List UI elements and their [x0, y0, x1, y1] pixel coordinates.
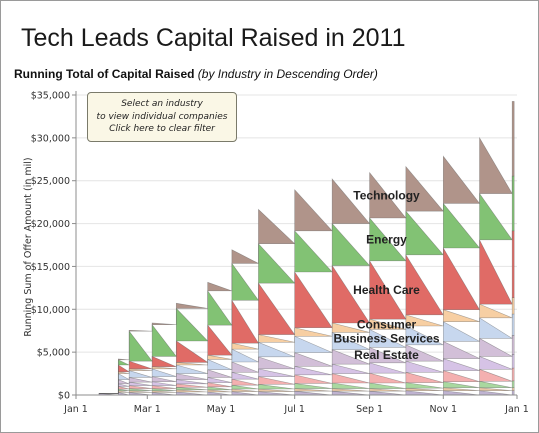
- subtitle-main: Running Total of Capital Raised: [14, 67, 195, 81]
- y-tick-labels: $0 $5,000 $10,000 $15,000 $20,000 $25,000 $30,…: [31, 91, 76, 402]
- label-business-services: Business Services: [333, 331, 439, 345]
- y-tick-label: $15,000: [31, 262, 70, 273]
- subtitle-note: (by Industry in Descending Order): [197, 67, 378, 81]
- filter-line-2: to view individual companies: [96, 111, 228, 122]
- y-tick-label: $30,000: [31, 133, 70, 144]
- y-axis-label: Running Sum of Offer Amount (in mil): [23, 157, 34, 336]
- chart-title: Tech Leads Capital Raised in 2011: [21, 24, 406, 52]
- area-technology[interactable]: [98, 101, 515, 394]
- label-consumer: Consumer: [357, 317, 417, 331]
- x-tick-label: Jan 1: [63, 404, 88, 415]
- label-energy: Energy: [366, 232, 407, 246]
- filter-line-1: Select an industry: [121, 99, 203, 109]
- area-series[interactable]: [98, 101, 515, 396]
- x-tick-label: Sep 1: [356, 404, 383, 415]
- x-tick-label: Jan 1: [504, 404, 529, 415]
- filter-instructions-box[interactable]: Select an industry to view individual co…: [87, 92, 237, 142]
- x-tick-label: Mar 1: [134, 404, 161, 415]
- filter-line-3[interactable]: Click here to clear filter: [109, 124, 215, 134]
- y-tick-label: $10,000: [31, 305, 70, 316]
- area-series-2[interactable]: [98, 387, 515, 394]
- chart-subtitle: Running Total of Capital Raised (by Indu…: [14, 67, 378, 81]
- area-series-3[interactable]: [98, 380, 515, 394]
- y-tick-label: $25,000: [31, 176, 70, 187]
- x-tick-label: Nov 1: [429, 404, 457, 415]
- y-tick-label: $20,000: [31, 219, 70, 230]
- x-tick-labels: Jan 1 Mar 1 May 1 Jul 1 Sep 1 Nov 1 Jan 1: [63, 395, 529, 415]
- label-real-estate: Real Estate: [354, 348, 419, 362]
- label-technology: Technology: [353, 188, 420, 202]
- x-tick-label: Jul 1: [283, 404, 305, 415]
- x-tick-label: May 1: [207, 404, 236, 415]
- y-tick-label: $5,000: [37, 348, 70, 359]
- y-tick-label: $35,000: [31, 91, 70, 102]
- y-tick-label: $0: [58, 391, 70, 402]
- label-health-care: Health Care: [353, 283, 420, 297]
